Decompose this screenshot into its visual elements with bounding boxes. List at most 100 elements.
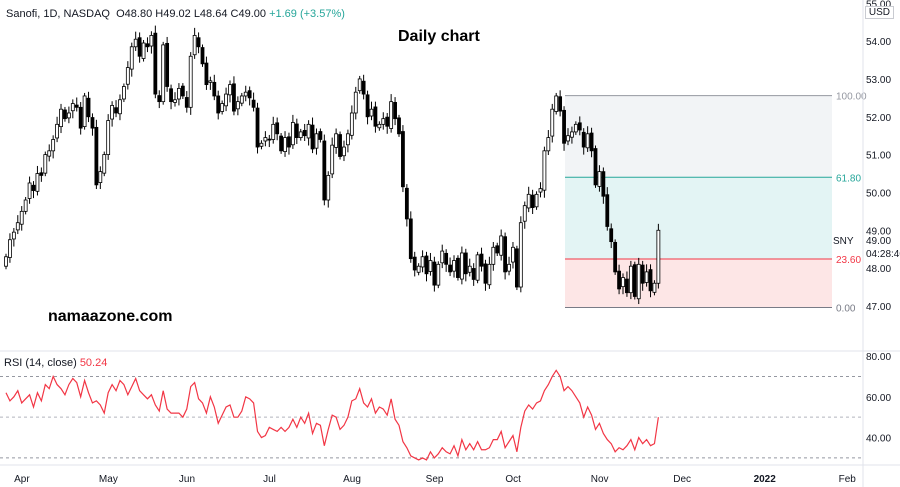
- candle: [530, 194, 535, 208]
- chart-title: Daily chart: [398, 28, 480, 45]
- candle: [349, 112, 354, 136]
- candle: [589, 132, 594, 152]
- candle: [511, 246, 515, 263]
- candle: [239, 95, 244, 104]
- candle: [491, 246, 496, 265]
- rsi-tick: 40.00: [866, 434, 891, 445]
- candle: [479, 253, 484, 267]
- fib-zone: [564, 95, 832, 178]
- candle: [440, 250, 445, 264]
- price-tick: 51.00: [866, 151, 891, 162]
- candle: [617, 270, 621, 290]
- price-tick: 50.00: [866, 188, 891, 199]
- candle: [573, 123, 578, 133]
- candle: [526, 193, 531, 209]
- candle: [342, 146, 346, 157]
- candle: [294, 123, 299, 138]
- exchange: NASDAQ: [63, 8, 110, 20]
- candle: [153, 32, 158, 95]
- candle: [133, 38, 138, 48]
- candle: [628, 265, 633, 294]
- candle: [334, 133, 339, 148]
- candle: [377, 123, 382, 129]
- rsi-tick: 80.00: [866, 352, 891, 363]
- candle: [290, 122, 295, 146]
- candle: [373, 106, 378, 127]
- candle: [357, 78, 362, 92]
- low-value: L48.64: [193, 8, 228, 20]
- candle: [601, 171, 606, 197]
- symbol-tag: SNY: [833, 236, 854, 247]
- candle: [566, 135, 570, 142]
- candle: [224, 93, 228, 107]
- candle: [200, 47, 205, 65]
- time-tick: Oct: [505, 474, 521, 485]
- candle: [141, 42, 146, 59]
- candle: [448, 264, 452, 273]
- candle: [31, 184, 36, 191]
- candle: [314, 133, 319, 149]
- high-value: H49.02: [155, 8, 191, 20]
- candle: [361, 80, 366, 95]
- candle: [401, 131, 405, 188]
- candle: [310, 124, 315, 150]
- candle: [518, 222, 523, 288]
- candle: [145, 43, 150, 48]
- candle: [11, 231, 16, 240]
- candle: [204, 62, 209, 86]
- candle: [416, 265, 421, 273]
- candle: [23, 199, 28, 212]
- candle: [369, 108, 374, 117]
- candle: [404, 187, 409, 220]
- candle: [546, 137, 551, 152]
- candle: [483, 263, 488, 284]
- candle: [656, 229, 661, 284]
- candle: [471, 268, 476, 280]
- candle: [212, 81, 217, 97]
- candle: [397, 117, 401, 135]
- candle: [636, 263, 641, 300]
- interval[interactable]: 1D: [43, 8, 58, 20]
- candle: [550, 108, 555, 137]
- fib-level-label: 61.80: [836, 173, 861, 184]
- price-tick: 49.00: [866, 226, 891, 237]
- rsi-header[interactable]: RSI (14, close) 50.24: [4, 357, 107, 369]
- candle: [452, 260, 456, 272]
- price-tick: 48.00: [866, 264, 891, 275]
- candle: [389, 101, 394, 129]
- candle: [55, 123, 59, 139]
- candle: [94, 126, 99, 186]
- candle: [63, 109, 67, 120]
- fibonacci-retracement: 100.00 61.80 23.60 0.00: [564, 92, 867, 314]
- time-tick: May: [99, 474, 118, 485]
- watermark: namaazone.com: [48, 308, 173, 325]
- time-remaining: 04:28:40: [866, 249, 900, 260]
- candle: [459, 252, 464, 280]
- candle: [644, 271, 649, 283]
- candle: [577, 122, 582, 131]
- candle: [4, 256, 8, 267]
- candle: [487, 263, 492, 286]
- rsi-pane: [0, 369, 863, 461]
- price-tick: 52.00: [866, 113, 891, 124]
- currency-badge[interactable]: USD: [864, 6, 894, 19]
- candle: [27, 182, 32, 199]
- candle: [385, 116, 390, 127]
- candle: [165, 42, 170, 87]
- candle: [605, 194, 610, 227]
- symbol-name[interactable]: Sanofi: [6, 8, 38, 20]
- candle: [306, 123, 311, 139]
- candle: [98, 171, 103, 184]
- candle: [271, 123, 276, 140]
- change-value: +1.69 (+3.57%): [269, 8, 345, 20]
- candle: [208, 80, 213, 83]
- candle: [51, 139, 56, 152]
- candle: [562, 109, 566, 144]
- candle: [609, 228, 614, 243]
- candle: [432, 261, 437, 286]
- candle: [173, 99, 177, 103]
- symbol-tag-price: 49.00: [866, 236, 892, 247]
- fib-level-label: 23.60: [836, 255, 861, 266]
- candle: [444, 252, 449, 265]
